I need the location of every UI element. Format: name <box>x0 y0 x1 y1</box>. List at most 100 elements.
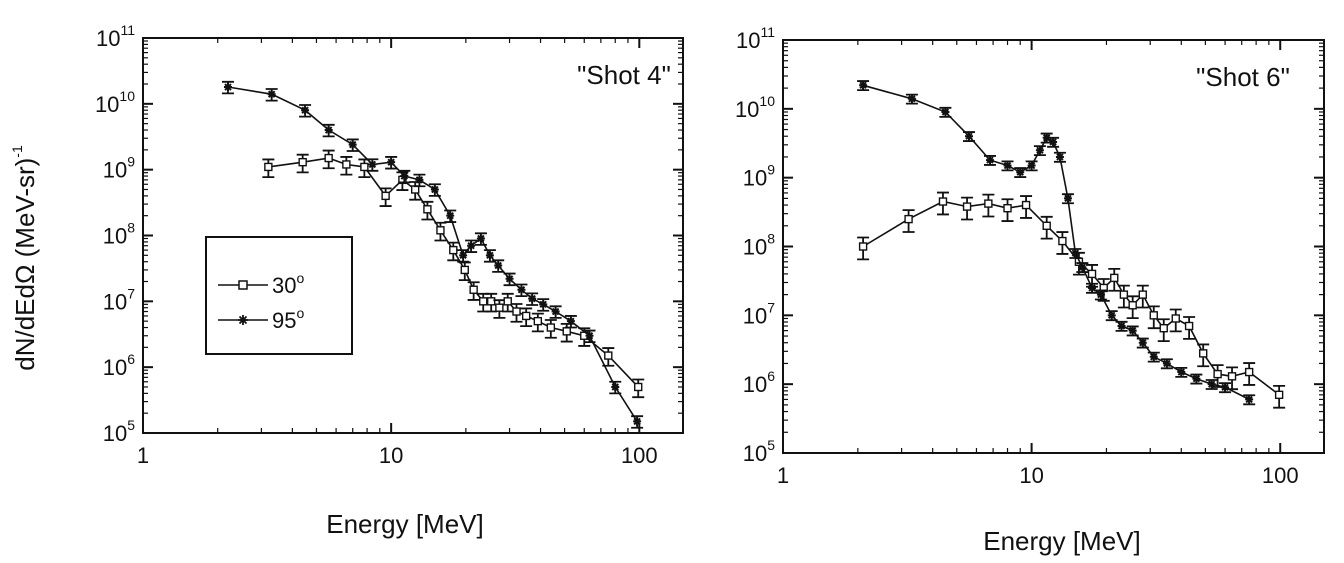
data-point-star <box>859 81 868 90</box>
data-point-star <box>1117 321 1126 330</box>
y-axis-title-exponent: -1 <box>9 145 25 158</box>
panel-title: "Shot 4" <box>577 60 671 90</box>
data-point-square <box>486 297 496 306</box>
data-point-square <box>1199 349 1208 358</box>
data-point-square <box>1058 236 1067 246</box>
data-point-square <box>423 205 432 214</box>
data-point-square <box>1159 324 1168 333</box>
data-point-star <box>1128 326 1137 335</box>
data-point-square <box>1021 200 1031 210</box>
y-tick-label: 106 <box>103 351 135 380</box>
data-point-square <box>469 285 478 294</box>
data-point-square <box>360 162 369 172</box>
data-point-star <box>1088 283 1097 292</box>
y-tick-exponent: 6 <box>127 351 135 367</box>
x-tick-label: 1 <box>137 443 149 468</box>
y-tick-base: 10 <box>743 166 767 191</box>
data-point-star <box>505 274 514 283</box>
y-tick-exponent: 8 <box>127 220 135 236</box>
data-point-square <box>342 160 351 169</box>
data-point-square <box>546 323 556 332</box>
legend-label-30-unit: o <box>296 270 304 286</box>
data-point-star <box>1055 152 1064 161</box>
data-point-square <box>1087 269 1097 279</box>
y-tick-label: 1011 <box>96 22 135 51</box>
legend-label-30: 30o <box>272 270 304 298</box>
data-point-square <box>938 197 948 206</box>
y-tick-base: 10 <box>103 224 127 249</box>
data-point-square <box>1138 290 1147 299</box>
data-point-square <box>449 245 458 255</box>
data-point-star <box>1207 380 1216 389</box>
data-point-square <box>634 382 643 392</box>
y-tick-exponent: 7 <box>127 285 135 301</box>
y-tick-exponent: 11 <box>760 24 775 40</box>
data-point-star <box>459 251 468 260</box>
data-point-star <box>985 156 994 165</box>
data-point-star <box>517 285 526 294</box>
y-tick-base: 10 <box>743 441 767 466</box>
data-point-square <box>381 191 390 201</box>
data-point-star <box>551 307 560 316</box>
data-point-star <box>941 107 950 116</box>
y-axis-title-text: dN/dEdΩ (MeV-sr) <box>10 158 40 371</box>
data-point-star <box>301 106 310 115</box>
data-point-square <box>1213 369 1222 379</box>
data-point-star <box>476 234 485 243</box>
y-tick-label: 1010 <box>735 93 775 122</box>
data-point-square <box>904 214 913 224</box>
series-line <box>862 84 1250 401</box>
data-point-star <box>1016 168 1025 177</box>
series-95deg <box>857 80 1256 406</box>
y-tick-label: 109 <box>743 162 775 191</box>
data-point-star <box>1003 161 1012 170</box>
data-point-star <box>1035 146 1044 155</box>
y-tick-label: 108 <box>103 220 135 249</box>
series-layer-shot6 <box>857 80 1286 409</box>
data-point-star <box>1042 133 1051 142</box>
data-point-star <box>1162 359 1171 368</box>
data-point-star <box>1177 368 1186 377</box>
y-tick-exponent: 6 <box>767 368 775 384</box>
legend-star-marker <box>238 315 248 325</box>
data-point-star <box>633 417 642 426</box>
y-tick-base: 10 <box>743 235 767 260</box>
data-point-square <box>264 162 273 172</box>
data-point-star <box>1096 290 1105 299</box>
data-point-star <box>1071 249 1080 258</box>
data-point-star <box>1221 383 1230 392</box>
data-point-square <box>503 297 512 306</box>
legend-label-95: 95o <box>272 305 304 333</box>
y-tick-base: 10 <box>743 303 767 328</box>
data-point-star <box>223 83 232 92</box>
y-tick-exponent: 10 <box>119 88 135 104</box>
data-point-star <box>368 160 377 169</box>
data-point-star <box>324 126 333 135</box>
data-point-square <box>512 307 521 316</box>
legend-label-95-value: 95 <box>272 308 296 333</box>
y-tick-label: 105 <box>743 437 775 466</box>
data-point-square <box>1274 390 1284 400</box>
y-tick-exponent: 7 <box>767 299 775 315</box>
legend: 30o 95o <box>205 236 353 355</box>
y-tick-base: 10 <box>736 28 760 53</box>
data-point-square <box>1119 290 1129 299</box>
plot-frame-shot4 <box>142 37 684 434</box>
data-point-square <box>1184 321 1194 331</box>
y-tick-base: 10 <box>735 97 759 122</box>
data-point-star <box>485 251 494 260</box>
data-point-square <box>495 303 504 312</box>
data-point-star <box>467 241 476 250</box>
data-point-star <box>387 158 396 167</box>
y-tick-label: 106 <box>743 368 775 397</box>
y-tick-base: 10 <box>103 355 127 380</box>
x-axis-title: Energy [MeV] <box>326 509 484 539</box>
y-axis-title: dN/dEdΩ (MeV-sr)-1 <box>9 145 40 371</box>
data-point-star <box>430 185 439 194</box>
y-tick-base: 10 <box>103 421 127 446</box>
y-tick-label: 107 <box>743 299 775 328</box>
data-point-square <box>1003 204 1012 213</box>
